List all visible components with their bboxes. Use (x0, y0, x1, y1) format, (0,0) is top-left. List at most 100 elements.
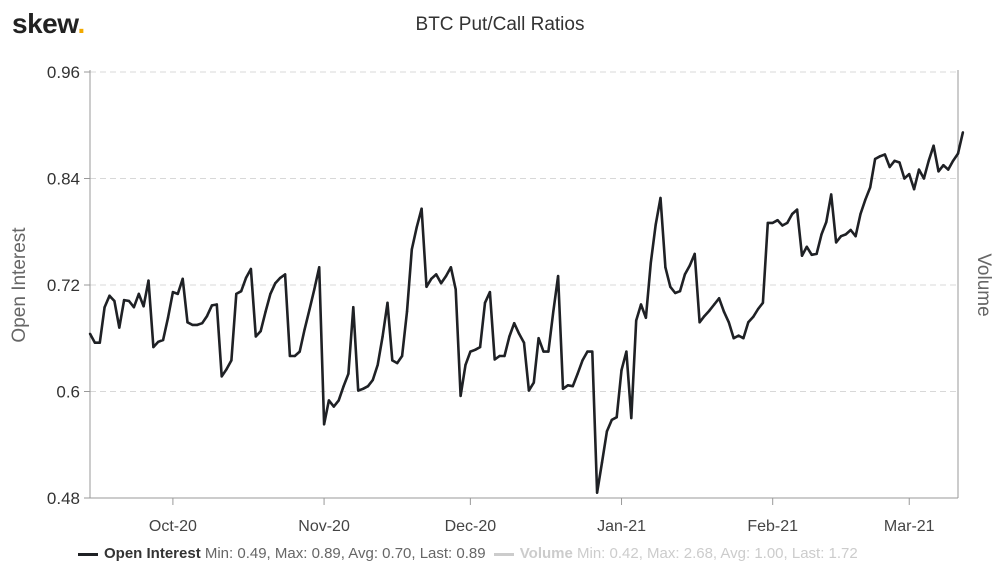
data-point (171, 290, 175, 294)
data-point (776, 219, 779, 222)
data-point (196, 323, 199, 327)
data-point (708, 309, 711, 312)
legend-item-volume[interactable]: Volume Min: 0.42, Max: 2.68, Avg: 1.00, … (490, 545, 858, 562)
data-point (415, 226, 418, 229)
data-point (483, 301, 487, 304)
y-axis-label: Open Interest (9, 227, 30, 343)
data-point (810, 253, 813, 256)
data-point (766, 221, 769, 225)
data-point (932, 144, 935, 147)
data-point (517, 332, 521, 335)
data-point (839, 235, 843, 238)
data-point (254, 335, 257, 338)
data-point (600, 461, 604, 464)
data-point (791, 212, 794, 216)
data-point (269, 292, 272, 296)
y-tick-label: 0.84 (47, 170, 80, 189)
y-tick-label: 0.6 (56, 383, 80, 402)
y-axis-ticks: 0.48 0.6 0.72 0.84 0.96 (47, 63, 90, 508)
data-point (88, 332, 92, 335)
data-point (366, 385, 370, 388)
data-point (176, 292, 179, 296)
data-point (459, 394, 462, 398)
data-point (147, 279, 150, 282)
data-point (849, 228, 852, 232)
legend: Open Interest Min: 0.49, Max: 0.89, Avg:… (78, 545, 858, 562)
data-point (815, 252, 818, 256)
x-tick-label: Dec-20 (445, 518, 497, 535)
data-point (644, 316, 648, 319)
data-point (449, 266, 453, 269)
data-point (132, 306, 136, 309)
data-point (357, 389, 360, 392)
data-point (381, 335, 384, 338)
data-point (678, 290, 682, 293)
data-point (420, 207, 423, 210)
data-point (951, 159, 955, 162)
data-point (347, 372, 350, 375)
data-point (318, 266, 321, 269)
data-point (605, 430, 609, 433)
data-point (786, 221, 789, 225)
data-point (210, 304, 214, 307)
data-point (542, 350, 545, 353)
data-point (805, 245, 808, 248)
data-point (883, 153, 887, 156)
data-point (435, 273, 438, 276)
data-point (888, 165, 891, 169)
data-point (649, 261, 652, 264)
data-point (893, 159, 896, 162)
data-point (615, 416, 618, 419)
data-point (630, 416, 633, 420)
data-point (844, 233, 847, 236)
gridlines (90, 71, 958, 392)
data-point (118, 326, 121, 329)
data-point (215, 303, 218, 306)
data-point (113, 299, 116, 303)
data-point (230, 359, 233, 362)
data-point (342, 385, 345, 388)
data-point (908, 172, 911, 176)
legend-item-open-interest[interactable]: Open Interest Min: 0.49, Max: 0.89, Avg:… (78, 545, 486, 562)
data-point (327, 399, 331, 402)
data-point (308, 308, 311, 312)
data-point (683, 273, 687, 276)
data-point (405, 310, 409, 313)
data-point (552, 310, 555, 313)
data-point (703, 314, 706, 318)
data-point (137, 292, 140, 296)
data-point (274, 282, 277, 285)
data-point (561, 387, 565, 390)
data-point (961, 131, 965, 134)
data-point (922, 177, 926, 180)
data-point (878, 155, 882, 158)
skew-logo: skew. (12, 8, 85, 40)
data-point (610, 418, 613, 422)
data-point (873, 157, 877, 161)
data-point (927, 159, 930, 162)
data-point (444, 274, 448, 278)
data-point (742, 337, 745, 340)
data-point (522, 341, 526, 344)
data-point (478, 345, 482, 349)
data-point (566, 384, 570, 387)
data-point (201, 322, 204, 325)
data-point (303, 328, 306, 331)
data-point (669, 285, 672, 288)
data-point (674, 291, 677, 295)
data-point (737, 334, 740, 337)
data-point (152, 345, 155, 349)
legend-swatch-volume (493, 552, 514, 556)
data-point (386, 301, 389, 304)
legend-stats: Min: 0.49, Max: 0.89, Avg: 0.70, Last: 0… (204, 545, 486, 562)
data-point (688, 264, 691, 267)
data-point (293, 354, 296, 358)
data-point (664, 266, 667, 269)
data-point (410, 248, 413, 251)
data-point (639, 303, 643, 306)
data-point (727, 321, 730, 324)
data-point (396, 361, 399, 365)
data-point (332, 405, 335, 408)
data-point (581, 359, 584, 362)
data-point (537, 337, 540, 340)
